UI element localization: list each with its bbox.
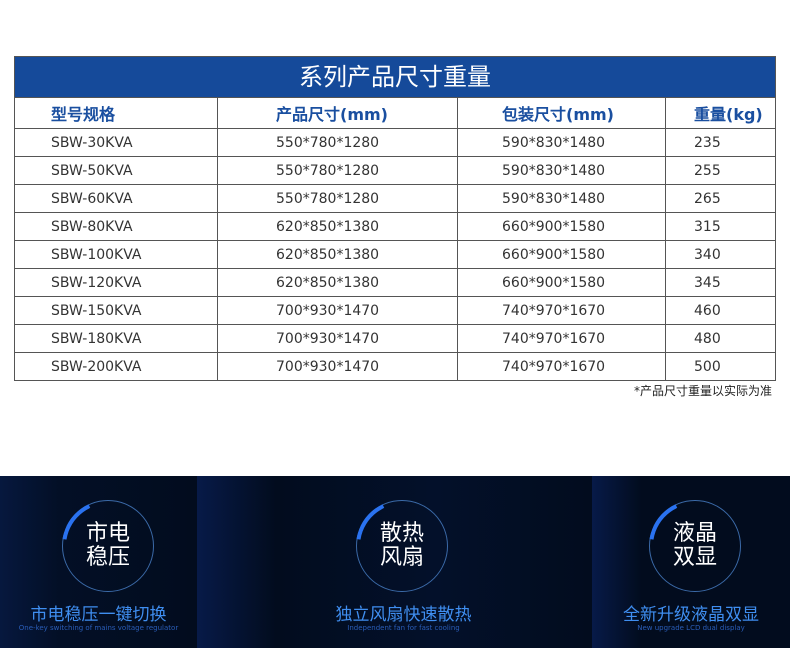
feature-line2: 风扇 (379, 545, 424, 570)
cell-weight: 235 (694, 134, 721, 151)
table-row: SBW-150KVA 700*930*1470 740*970*1670 460 (15, 296, 775, 324)
cell-product-size: 550*780*1280 (218, 185, 458, 212)
feature-subtitle: New upgrade LCD dual display (637, 624, 745, 632)
feature-circle: 散热 风扇 (356, 500, 448, 592)
cell-model: SBW-60KVA (15, 185, 218, 212)
feature-line1: 液晶 (672, 521, 717, 546)
cell-product-size: 620*850*1380 (218, 241, 458, 268)
cell-product-size: 550*780*1280 (218, 129, 458, 156)
feature-panel: 散热 风扇 独立风扇快速散热 Independent fan for fast c… (197, 476, 592, 648)
cell-package-size: 660*900*1580 (458, 269, 666, 296)
cell-model: SBW-50KVA (15, 157, 218, 184)
cell-model: SBW-180KVA (15, 325, 218, 352)
cell-weight: 480 (694, 330, 721, 347)
cell-product-size: 550*780*1280 (218, 157, 458, 184)
feature-caption: 市电稳压一键切换 (30, 605, 167, 625)
table-row: SBW-50KVA 550*780*1280 590*830*1480 255 (15, 156, 775, 184)
cell-model: SBW-150KVA (15, 297, 218, 324)
header-package-size: 包装尺寸(mm) (458, 98, 666, 128)
cell-package-size: 740*970*1670 (458, 353, 666, 380)
table-row: SBW-180KVA 700*930*1470 740*970*1670 480 (15, 324, 775, 352)
cell-model: SBW-100KVA (15, 241, 218, 268)
cell-package-size: 590*830*1480 (458, 129, 666, 156)
table-row: SBW-120KVA 620*850*1380 660*900*1580 345 (15, 268, 775, 296)
feature-line1: 散热 (379, 521, 424, 546)
cell-weight: 345 (694, 274, 721, 291)
table-row: SBW-80KVA 620*850*1380 660*900*1580 315 (15, 212, 775, 240)
feature-line2: 双显 (672, 545, 717, 570)
feature-panel: 液晶 双显 全新升级液晶双显 New upgrade LCD dual displ… (592, 476, 790, 648)
cell-product-size: 620*850*1380 (218, 213, 458, 240)
features-banner: 市电 稳压 市电稳压一键切换 One-key switching of mains… (0, 476, 790, 648)
feature-line2: 稳压 (85, 545, 130, 570)
feature-subtitle: Independent fan for fast cooling (347, 624, 460, 632)
table-row: SBW-30KVA 550*780*1280 590*830*1480 235 (15, 128, 775, 156)
table-header: 型号规格 产品尺寸(mm) 包装尺寸(mm) 重量(kg) (15, 97, 775, 128)
table-row: SBW-60KVA 550*780*1280 590*830*1480 265 (15, 184, 775, 212)
feature-circle: 市电 稳压 (62, 500, 154, 592)
feature-subtitle: One-key switching of mains voltage regul… (18, 624, 179, 632)
cell-package-size: 660*900*1580 (458, 241, 666, 268)
cell-product-size: 700*930*1470 (218, 325, 458, 352)
cell-package-size: 590*830*1480 (458, 185, 666, 212)
footnote: *产品尺寸重量以实际为准 (633, 384, 772, 398)
feature-panel: 市电 稳压 市电稳压一键切换 One-key switching of mains… (0, 476, 197, 648)
table-title: 系列产品尺寸重量 (15, 57, 775, 97)
cell-weight: 460 (694, 302, 721, 319)
cell-package-size: 660*900*1580 (458, 213, 666, 240)
feature-caption: 全新升级液晶双显 (623, 605, 759, 625)
cell-product-size: 620*850*1380 (218, 269, 458, 296)
feature-caption: 独立风扇快速散热 (335, 605, 472, 625)
spec-table: 系列产品尺寸重量 型号规格 产品尺寸(mm) 包装尺寸(mm) 重量(kg) S… (14, 56, 776, 381)
cell-product-size: 700*930*1470 (218, 353, 458, 380)
table-row: SBW-200KVA 700*930*1470 740*970*1670 500 (15, 352, 775, 380)
cell-model: SBW-80KVA (15, 213, 218, 240)
cell-package-size: 740*970*1670 (458, 325, 666, 352)
cell-model: SBW-200KVA (15, 353, 218, 380)
cell-model: SBW-30KVA (15, 129, 218, 156)
header-model: 型号规格 (15, 98, 218, 128)
header-weight: 重量(kg) (694, 105, 763, 124)
cell-weight: 315 (694, 218, 721, 235)
table-row: SBW-100KVA 620*850*1380 660*900*1580 340 (15, 240, 775, 268)
cell-weight: 255 (694, 162, 721, 179)
cell-package-size: 740*970*1670 (458, 297, 666, 324)
cell-weight: 340 (694, 246, 721, 263)
cell-weight: 265 (694, 190, 721, 207)
header-product-size: 产品尺寸(mm) (218, 98, 458, 128)
cell-weight: 500 (694, 358, 721, 375)
feature-circle: 液晶 双显 (649, 500, 741, 592)
cell-model: SBW-120KVA (15, 269, 218, 296)
cell-package-size: 590*830*1480 (458, 157, 666, 184)
cell-product-size: 700*930*1470 (218, 297, 458, 324)
feature-line1: 市电 (85, 521, 130, 546)
